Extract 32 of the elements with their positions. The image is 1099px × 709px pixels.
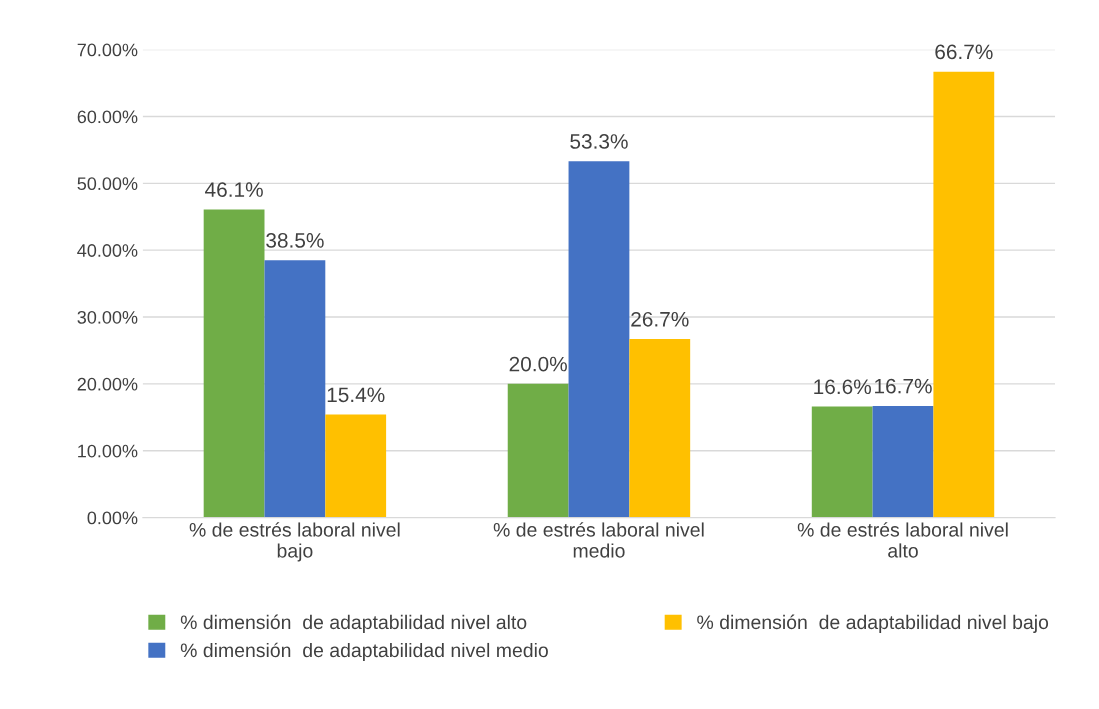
y-tick-label: 60.00% — [77, 110, 138, 124]
bar — [629, 339, 691, 518]
bar — [568, 161, 630, 518]
bar — [507, 383, 569, 518]
data-label: 16.7% — [875, 378, 932, 394]
bar — [203, 209, 265, 518]
y-tick-label: 30.00% — [77, 310, 138, 324]
bar — [811, 406, 873, 518]
bar — [264, 260, 326, 518]
x-tick-label: % de estrés laboral nivel medio — [493, 522, 704, 558]
data-label: 15.4% — [327, 387, 385, 403]
data-label: 16.6% — [814, 379, 871, 395]
data-label: 26.7% — [631, 311, 689, 327]
y-tick-label: 10.00% — [78, 444, 138, 458]
legend-label: % dimensión de adaptabilidad nivel medio — [180, 642, 548, 662]
bar — [325, 414, 387, 518]
data-label: 46.1% — [205, 182, 263, 197]
data-label: 53.3% — [570, 134, 628, 149]
bar — [933, 71, 995, 518]
legend-label: % dimensión de adaptabilidad nivel bajo — [697, 614, 1049, 633]
y-tick-label: 70.00% — [77, 43, 138, 57]
y-tick-label: 40.00% — [77, 244, 138, 257]
bar — [872, 405, 934, 518]
x-tick-label: % de estrés laboral nivel alto — [797, 522, 1008, 558]
data-label: 38.5% — [266, 233, 324, 248]
legend-label: % dimensión de adaptabilidad nivel alto — [180, 614, 527, 633]
y-tick-label: 0.00% — [87, 511, 138, 525]
y-tick-label: 20.00% — [77, 377, 138, 391]
y-tick-label: 50.00% — [77, 177, 138, 191]
data-label: 20.0% — [509, 356, 567, 372]
data-label: 66.7% — [935, 44, 993, 60]
x-tick-label: % de estrés laboral nivel bajo — [189, 522, 400, 562]
